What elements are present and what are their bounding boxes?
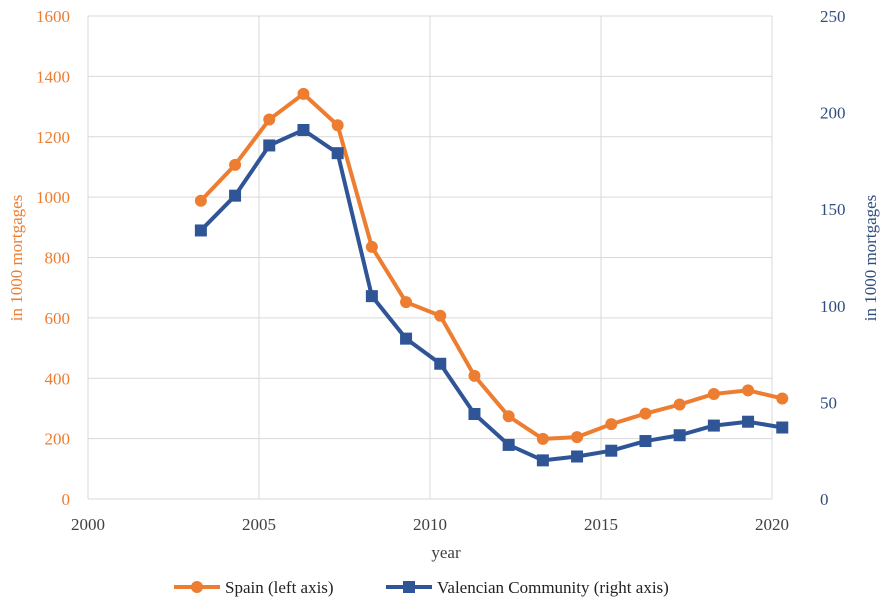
- legend-marker-spain: [191, 581, 203, 593]
- legend-label-spain: Spain (left axis): [225, 578, 334, 597]
- data-point: [707, 419, 720, 432]
- y-tick-label-left: 1200: [36, 128, 70, 147]
- legend: Spain (left axis) Valencian Community (r…: [174, 578, 669, 597]
- y-tick-label-right: 250: [820, 7, 846, 26]
- data-point: [331, 147, 344, 160]
- y-tick-label-left: 600: [45, 309, 71, 328]
- data-point: [707, 387, 720, 400]
- data-point: [331, 119, 344, 132]
- y-tick-label-left: 1400: [36, 67, 70, 86]
- gridlines: [87, 15, 773, 500]
- y-tick-label-right: 50: [820, 393, 837, 412]
- x-tick-label: 2005: [242, 515, 276, 534]
- y-tick-label-right: 200: [820, 104, 846, 123]
- y-tick-label-left: 400: [45, 369, 71, 388]
- y-tick-label-right: 100: [820, 297, 846, 316]
- x-tick-label: 2015: [584, 515, 618, 534]
- data-point: [297, 123, 310, 136]
- series-valencian-community: [194, 123, 789, 467]
- y-tick-label-right: 150: [820, 200, 846, 219]
- data-point: [776, 392, 789, 405]
- y-axis-title-right: in 1000 mortgages: [861, 195, 880, 322]
- data-point: [673, 429, 686, 442]
- data-point: [229, 189, 242, 202]
- data-point: [605, 444, 618, 457]
- y-tick-label-left: 1000: [36, 188, 70, 207]
- data-point: [502, 410, 515, 423]
- data-point: [571, 431, 584, 444]
- legend-item-valencian: Valencian Community (right axis): [386, 578, 669, 597]
- data-point: [365, 290, 378, 303]
- x-tick-label: 2010: [413, 515, 447, 534]
- legend-label-valencian: Valencian Community (right axis): [437, 578, 669, 597]
- data-point: [229, 158, 242, 171]
- data-point: [434, 357, 447, 370]
- y-tick-label-left: 800: [45, 249, 71, 268]
- y-tick-label-left: 200: [45, 430, 71, 449]
- data-point: [263, 113, 276, 126]
- x-axis-title: year: [431, 543, 461, 562]
- x-axis-ticks: 2000 2005 2010 2015 2020: [71, 515, 789, 534]
- data-point: [434, 309, 447, 322]
- x-tick-label: 2020: [755, 515, 789, 534]
- data-point: [536, 454, 549, 467]
- data-point: [400, 296, 413, 309]
- series-line: [199, 91, 783, 441]
- data-point: [297, 87, 310, 100]
- data-point: [468, 369, 481, 382]
- data-point: [742, 415, 755, 428]
- data-point: [194, 224, 207, 237]
- y-tick-label-left: 0: [62, 490, 71, 509]
- data-point: [263, 139, 276, 152]
- left-axis-ticks: 0 200 400 600 800 1000 1200 1400 1600: [36, 7, 70, 509]
- data-point: [400, 332, 413, 345]
- data-point: [639, 407, 652, 420]
- y-tick-label-right: 0: [820, 490, 829, 509]
- data-point: [776, 421, 789, 434]
- series-group: [194, 87, 789, 467]
- data-point: [536, 432, 549, 445]
- data-point: [742, 384, 755, 397]
- data-point: [194, 194, 207, 207]
- y-axis-title-left: in 1000 mortgages: [7, 195, 26, 322]
- data-point: [468, 407, 481, 420]
- series-line: [199, 127, 783, 463]
- legend-marker-valencian: [403, 581, 415, 593]
- data-point: [639, 435, 652, 448]
- right-axis-ticks: 0 50 100 150 200 250: [820, 7, 846, 509]
- data-point: [502, 438, 515, 451]
- legend-item-spain: Spain (left axis): [174, 578, 334, 597]
- series-spain: [194, 87, 789, 445]
- x-tick-label: 2000: [71, 515, 105, 534]
- data-point: [605, 418, 618, 431]
- data-point: [365, 240, 378, 253]
- data-point: [571, 450, 584, 463]
- y-tick-label-left: 1600: [36, 7, 70, 26]
- data-point: [673, 398, 686, 411]
